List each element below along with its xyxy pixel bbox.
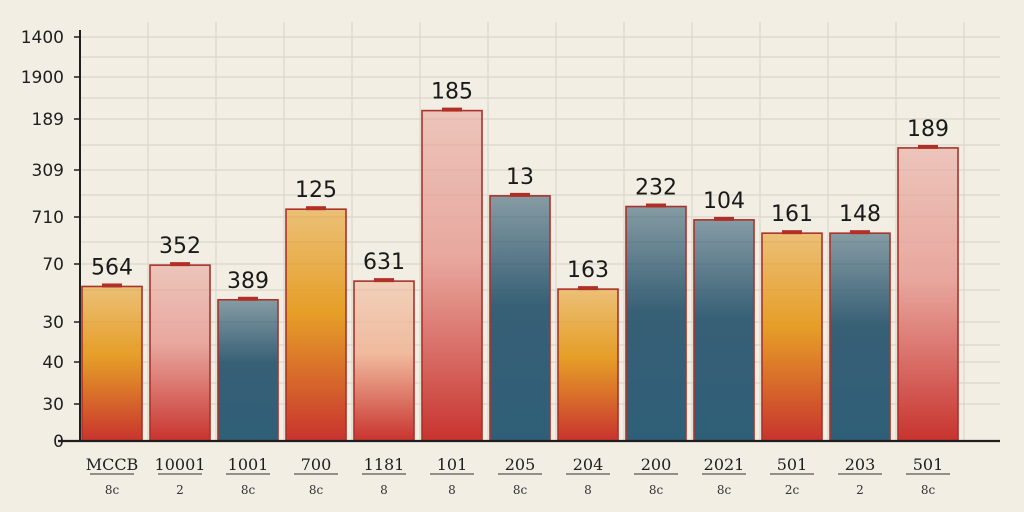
x-tick-sublabel: 8: [380, 483, 388, 497]
x-tick-sublabel: 8c: [921, 483, 936, 497]
data-label: 189: [907, 117, 949, 142]
y-tick-label: 40: [42, 353, 64, 373]
bar: [897, 147, 959, 442]
y-tick-label: 0: [53, 432, 64, 452]
data-label: 389: [227, 269, 269, 294]
bar-cap: [578, 286, 598, 291]
data-label: 352: [159, 234, 201, 259]
x-tick-label: 200: [641, 455, 672, 474]
data-label: 185: [431, 80, 473, 105]
x-tick-sublabel: 8: [584, 483, 592, 497]
x-tick-sublabel: 8c: [513, 483, 528, 497]
bar: [557, 288, 619, 442]
bar: [421, 109, 483, 442]
y-tick-label: 1400: [21, 28, 64, 48]
x-tick-label: 1001: [228, 455, 269, 474]
data-label: 125: [295, 178, 337, 203]
y-tick-label: 70: [42, 255, 64, 275]
y-tick-labels: 0 30 40 30 70 710 309 189 1900 1400: [21, 28, 80, 452]
bar-cap: [646, 203, 666, 208]
bars: [81, 107, 959, 442]
x-tick-sublabel: 8c: [717, 483, 732, 497]
bar: [829, 232, 891, 442]
x-tick-sublabel: 8c: [241, 483, 256, 497]
bar: [625, 205, 687, 442]
bar: [489, 195, 551, 442]
x-tick-label: MCCB: [86, 455, 139, 474]
bar-cap: [102, 283, 122, 288]
data-label: 564: [91, 255, 133, 280]
y-tick-label: 710: [32, 208, 64, 228]
x-tick-label: 101: [437, 455, 468, 474]
bar-cap: [170, 262, 190, 267]
data-label: 163: [567, 258, 609, 283]
y-tick-label: 30: [42, 313, 64, 333]
bar-cap: [238, 296, 258, 301]
x-tick-sublabel: 8c: [105, 483, 120, 497]
data-label: 631: [363, 250, 405, 275]
bar: [353, 280, 415, 442]
x-tick-label: 2021: [704, 455, 745, 474]
x-tick-label: 203: [845, 455, 876, 474]
x-tick-label: 501: [913, 455, 944, 474]
y-tick-label: 189: [32, 110, 64, 130]
x-tick-label: 204: [573, 455, 604, 474]
bar: [217, 298, 279, 442]
bar-cap: [306, 206, 326, 211]
data-label: 161: [771, 202, 813, 227]
x-tick-label: 501: [777, 455, 808, 474]
bar-cap: [714, 216, 734, 221]
bar-cap: [850, 230, 870, 235]
bar: [81, 285, 143, 442]
bar-cap: [374, 278, 394, 283]
bar: [149, 264, 211, 442]
bar: [693, 219, 755, 442]
data-label: 232: [635, 176, 677, 201]
data-label: 13: [506, 165, 534, 190]
axes: [58, 30, 1000, 443]
x-tick-sublabel: 8c: [309, 483, 324, 497]
bar-cap: [918, 144, 938, 149]
data-label: 104: [703, 189, 745, 214]
x-tick-sublabel: 2c: [785, 483, 800, 497]
y-tick-label: 30: [42, 395, 64, 415]
x-tick-sublabel: 2: [856, 483, 864, 497]
x-tick-label: 700: [301, 455, 332, 474]
x-tick-label: 205: [505, 455, 536, 474]
y-tick-label: 309: [32, 161, 64, 181]
bar: [761, 232, 823, 442]
y-tick-label: 1900: [21, 68, 64, 88]
x-tick-sublabel: 8c: [649, 483, 664, 497]
x-tick-sublabel: 8: [448, 483, 456, 497]
bar-cap: [510, 192, 530, 197]
x-tick-label: 10001: [155, 455, 206, 474]
data-label: 148: [839, 202, 881, 227]
x-tick-label: 1181: [364, 455, 405, 474]
x-tick-sublabel: 2: [176, 483, 184, 497]
bar-cap: [442, 107, 462, 112]
x-tick-labels: MCCB 8c 10001 2 1001 8c 700 8c 1181 8 101 8 205 8c 204…: [86, 455, 950, 497]
bar: [285, 208, 347, 442]
value-labels: 564 352 389 125 631 185 13 163 232 104 161 148 189: [91, 80, 949, 294]
bar-cap: [782, 230, 802, 235]
